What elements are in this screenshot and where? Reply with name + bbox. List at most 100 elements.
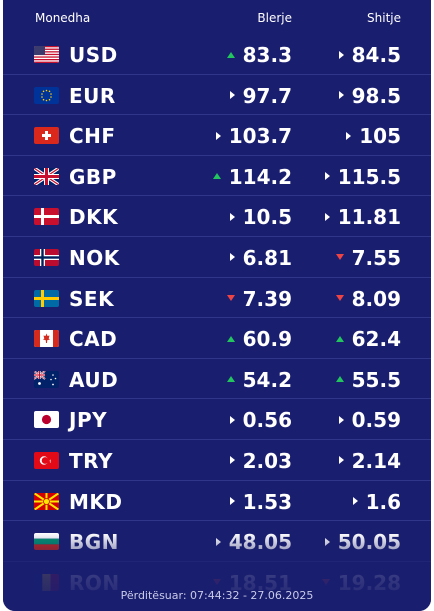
trend-up-icon bbox=[226, 51, 235, 58]
trend-same-icon bbox=[338, 50, 344, 59]
trend-up-icon bbox=[212, 173, 221, 180]
trend-down-icon bbox=[335, 295, 344, 302]
sell-rate: 2.14 bbox=[338, 448, 401, 473]
sell-rate: 11.81 bbox=[324, 205, 401, 230]
trend-same-icon bbox=[338, 456, 344, 465]
buy-rate-value: 7.39 bbox=[242, 286, 292, 311]
table-header: Monedha Blerje Shitje bbox=[3, 0, 431, 34]
buy-rate-value: 0.56 bbox=[242, 408, 292, 433]
sell-rate: 115.5 bbox=[324, 164, 401, 189]
trend-up-icon bbox=[226, 335, 235, 342]
buy-rate: 0.56 bbox=[229, 408, 292, 433]
currency-code: JPY bbox=[69, 408, 108, 433]
rate-row-cad: CAD 60.9 62.4 bbox=[3, 317, 431, 358]
trend-same-icon bbox=[338, 415, 344, 424]
buy-rate: 97.7 bbox=[229, 83, 292, 108]
buy-rate-value: 54.2 bbox=[242, 367, 292, 392]
buy-rate-value: 114.2 bbox=[228, 164, 292, 189]
au-flag-icon bbox=[34, 370, 59, 388]
trend-down-icon bbox=[226, 295, 235, 302]
sell-rate: 84.5 bbox=[338, 43, 401, 67]
last-updated: Përditësuar: 07:44:32 - 27.06.2025 bbox=[120, 589, 314, 602]
currency-code: NOK bbox=[69, 245, 120, 270]
sell-rate-value: 84.5 bbox=[351, 43, 401, 67]
currency-code: USD bbox=[69, 43, 118, 67]
rate-row-bgn: BGN 48.05 50.05 bbox=[3, 520, 431, 561]
eu-flag-icon bbox=[34, 86, 59, 104]
currency-code: CHF bbox=[69, 124, 116, 149]
sell-rate-value: 50.05 bbox=[337, 530, 401, 555]
buy-column-header: Blerje bbox=[257, 11, 292, 25]
se-flag-icon bbox=[34, 289, 59, 307]
trend-up-icon bbox=[226, 376, 235, 383]
dk-flag-icon bbox=[34, 208, 59, 226]
sell-rate-value: 7.55 bbox=[351, 245, 401, 270]
rate-row-usd: USD 83.3 84.5 bbox=[3, 34, 431, 74]
buy-rate-value: 1.53 bbox=[242, 489, 292, 514]
sell-rate: 55.5 bbox=[335, 367, 401, 392]
buy-rate-value: 48.05 bbox=[228, 530, 292, 555]
sell-rate-value: 55.5 bbox=[351, 367, 401, 392]
trend-same-icon bbox=[324, 212, 330, 221]
trend-same-icon bbox=[229, 497, 235, 506]
currency-code: SEK bbox=[69, 286, 115, 311]
trend-same-icon bbox=[352, 497, 358, 506]
jp-flag-icon bbox=[34, 411, 59, 429]
buy-rate: 54.2 bbox=[226, 367, 292, 392]
currency-code: AUD bbox=[69, 367, 119, 392]
no-flag-icon bbox=[34, 248, 59, 266]
sell-column-header: Shitje bbox=[367, 11, 401, 25]
rate-row-aud: AUD 54.2 55.5 bbox=[3, 357, 431, 399]
trend-same-icon bbox=[324, 537, 330, 546]
rate-row-mkd: MKD 1.53 1.6 bbox=[3, 479, 431, 521]
buy-rate-value: 2.03 bbox=[242, 448, 292, 473]
trend-same-icon bbox=[215, 131, 221, 140]
trend-same-icon bbox=[229, 253, 235, 262]
ca-flag-icon bbox=[34, 330, 59, 348]
trend-same-icon bbox=[346, 131, 352, 140]
sell-rate: 105 bbox=[346, 124, 401, 148]
gb-flag-icon bbox=[34, 167, 59, 185]
buy-rate-value: 83.3 bbox=[242, 43, 292, 67]
sell-rate-value: 98.5 bbox=[351, 83, 401, 108]
trend-up-icon bbox=[335, 376, 344, 383]
sell-rate: 7.55 bbox=[335, 245, 401, 270]
sell-rate-value: 1.6 bbox=[365, 489, 401, 514]
trend-same-icon bbox=[229, 415, 235, 424]
buy-rate: 48.05 bbox=[215, 530, 292, 555]
sell-rate-value: 11.81 bbox=[337, 205, 401, 230]
rates-list[interactable]: USD 83.3 84.5 EUR 97.7 98.5 CHF 103.7 105 GBP 114.… bbox=[3, 34, 431, 601]
sell-rate-value: 2.14 bbox=[351, 448, 401, 473]
sell-rate: 8.09 bbox=[335, 287, 401, 311]
sell-rate-value: 115.5 bbox=[337, 164, 401, 189]
buy-rate: 7.39 bbox=[226, 286, 292, 311]
currency-code: DKK bbox=[69, 205, 119, 230]
ch-flag-icon bbox=[34, 127, 59, 145]
buy-rate: 83.3 bbox=[226, 43, 292, 67]
buy-rate-value: 97.7 bbox=[242, 83, 292, 108]
currency-code: GBP bbox=[69, 164, 117, 189]
trend-same-icon bbox=[324, 172, 330, 181]
mk-flag-icon bbox=[34, 492, 59, 510]
exchange-rates-panel: Monedha Blerje Shitje USD 83.3 84.5 EUR 97.7… bbox=[3, 0, 431, 611]
sell-rate: 50.05 bbox=[324, 530, 401, 555]
sell-rate-value: 0.59 bbox=[351, 408, 401, 433]
currency-code: TRY bbox=[69, 448, 113, 473]
buy-rate: 2.03 bbox=[229, 448, 292, 473]
currency-code: BGN bbox=[69, 530, 119, 555]
sell-rate: 62.4 bbox=[335, 327, 401, 351]
buy-rate-value: 103.7 bbox=[228, 124, 292, 149]
rate-row-sek: SEK 7.39 8.09 bbox=[3, 276, 431, 318]
trend-same-icon bbox=[229, 456, 235, 465]
tr-flag-icon bbox=[34, 451, 59, 469]
buy-rate: 10.5 bbox=[229, 205, 292, 229]
currency-code: EUR bbox=[69, 83, 116, 108]
rate-row-try: TRY 2.03 2.14 bbox=[3, 438, 431, 480]
rate-row-chf: CHF 103.7 105 bbox=[3, 114, 431, 155]
sell-rate: 1.6 bbox=[352, 489, 401, 514]
trend-same-icon bbox=[338, 91, 344, 100]
currency-column-header: Monedha bbox=[35, 11, 91, 25]
bg-flag-icon bbox=[34, 533, 59, 551]
buy-rate: 103.7 bbox=[215, 124, 292, 149]
buy-rate: 6.81 bbox=[229, 246, 292, 270]
